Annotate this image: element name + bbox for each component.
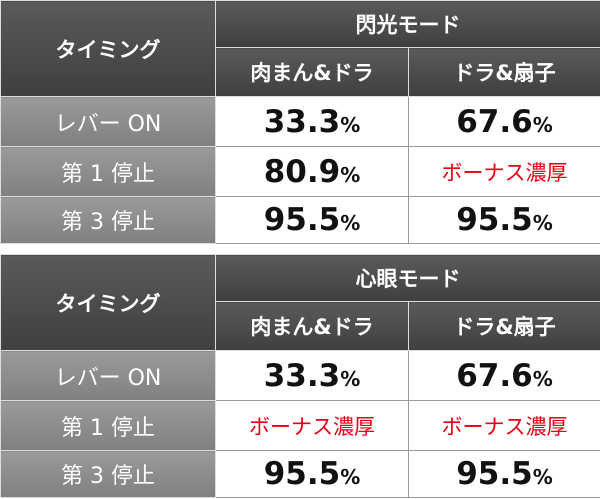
value-cell: 95.5% (215, 450, 409, 498)
timing-header: タイミング (0, 0, 216, 97)
row-label: レバー ON (0, 96, 216, 147)
value-cell: ボーナス濃厚 (215, 400, 409, 451)
data-row: 第 3 停止 95.5% 95.5% (0, 196, 600, 244)
row-label: 第 1 停止 (0, 146, 216, 197)
mode-header: 閃光モード (215, 0, 600, 48)
value-cell: 67.6% (408, 96, 600, 147)
data-row: レバー ON 33.3% 67.6% (0, 350, 600, 401)
value-cell: 33.3% (215, 350, 409, 401)
data-row: 第 1 停止 80.9% ボーナス濃厚 (0, 146, 600, 197)
value-cell: ボーナス濃厚 (408, 400, 600, 451)
value-cell: ボーナス濃厚 (408, 146, 600, 197)
value-cell: 33.3% (215, 96, 409, 147)
header-row: タイミング 心眼モード (0, 254, 600, 351)
column-header: ドラ&扇子 (408, 47, 600, 97)
row-label: 第 1 停止 (0, 400, 216, 451)
column-header: 肉まん&ドラ (215, 301, 409, 351)
row-label: 第 3 停止 (0, 450, 216, 498)
column-header: ドラ&扇子 (408, 301, 600, 351)
value-cell: 95.5% (408, 196, 600, 244)
data-row: 第 1 停止 ボーナス濃厚 ボーナス濃厚 (0, 400, 600, 451)
row-label: 第 3 停止 (0, 196, 216, 244)
column-header: 肉まん&ドラ (215, 47, 409, 97)
timing-header: タイミング (0, 254, 216, 351)
value-cell: 80.9% (215, 146, 409, 197)
data-row: レバー ON 33.3% 67.6% (0, 96, 600, 147)
header-row: タイミング 閃光モード (0, 0, 600, 97)
data-table: タイミング 閃光モード 肉まん&ドラ ドラ&扇子 レバー ON 33.3% 67.6% 第 1… (0, 0, 600, 244)
value-cell: 95.5% (215, 196, 409, 244)
subheader-row: 肉まん&ドラ ドラ&扇子 (1, 47, 600, 97)
data-row: 第 3 停止 95.5% 95.5% (0, 450, 600, 498)
row-label: レバー ON (0, 350, 216, 401)
mode-header: 心眼モード (215, 254, 600, 302)
value-cell: 67.6% (408, 350, 600, 401)
value-cell: 95.5% (408, 450, 600, 498)
data-table: タイミング 心眼モード 肉まん&ドラ ドラ&扇子 レバー ON 33.3% 67.6% 第 1… (0, 254, 600, 498)
